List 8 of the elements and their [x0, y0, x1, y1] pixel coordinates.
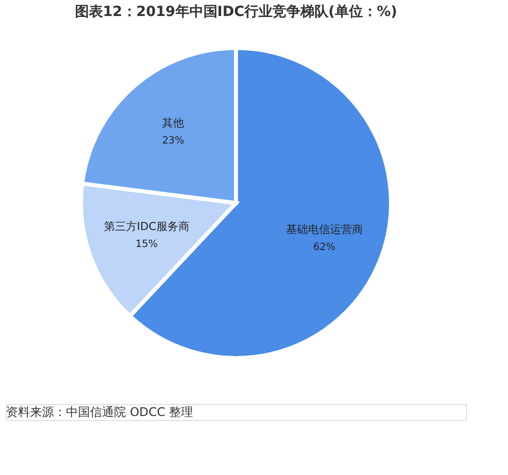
slice-label: 基础电信运营商 [286, 222, 363, 236]
data-label: 23% [162, 136, 184, 147]
data-label: 15% [136, 239, 158, 250]
slice-label: 第三方IDC服务商 [104, 220, 190, 234]
slice-label: 其他 [162, 116, 184, 130]
text: 资料来源：中国信通院 ODCC 整理 [6, 405, 194, 419]
chart-title: 图表12：2019年中国IDC行业竞争梯队(单位：%) [74, 3, 398, 20]
data-label: 62% [313, 242, 336, 253]
